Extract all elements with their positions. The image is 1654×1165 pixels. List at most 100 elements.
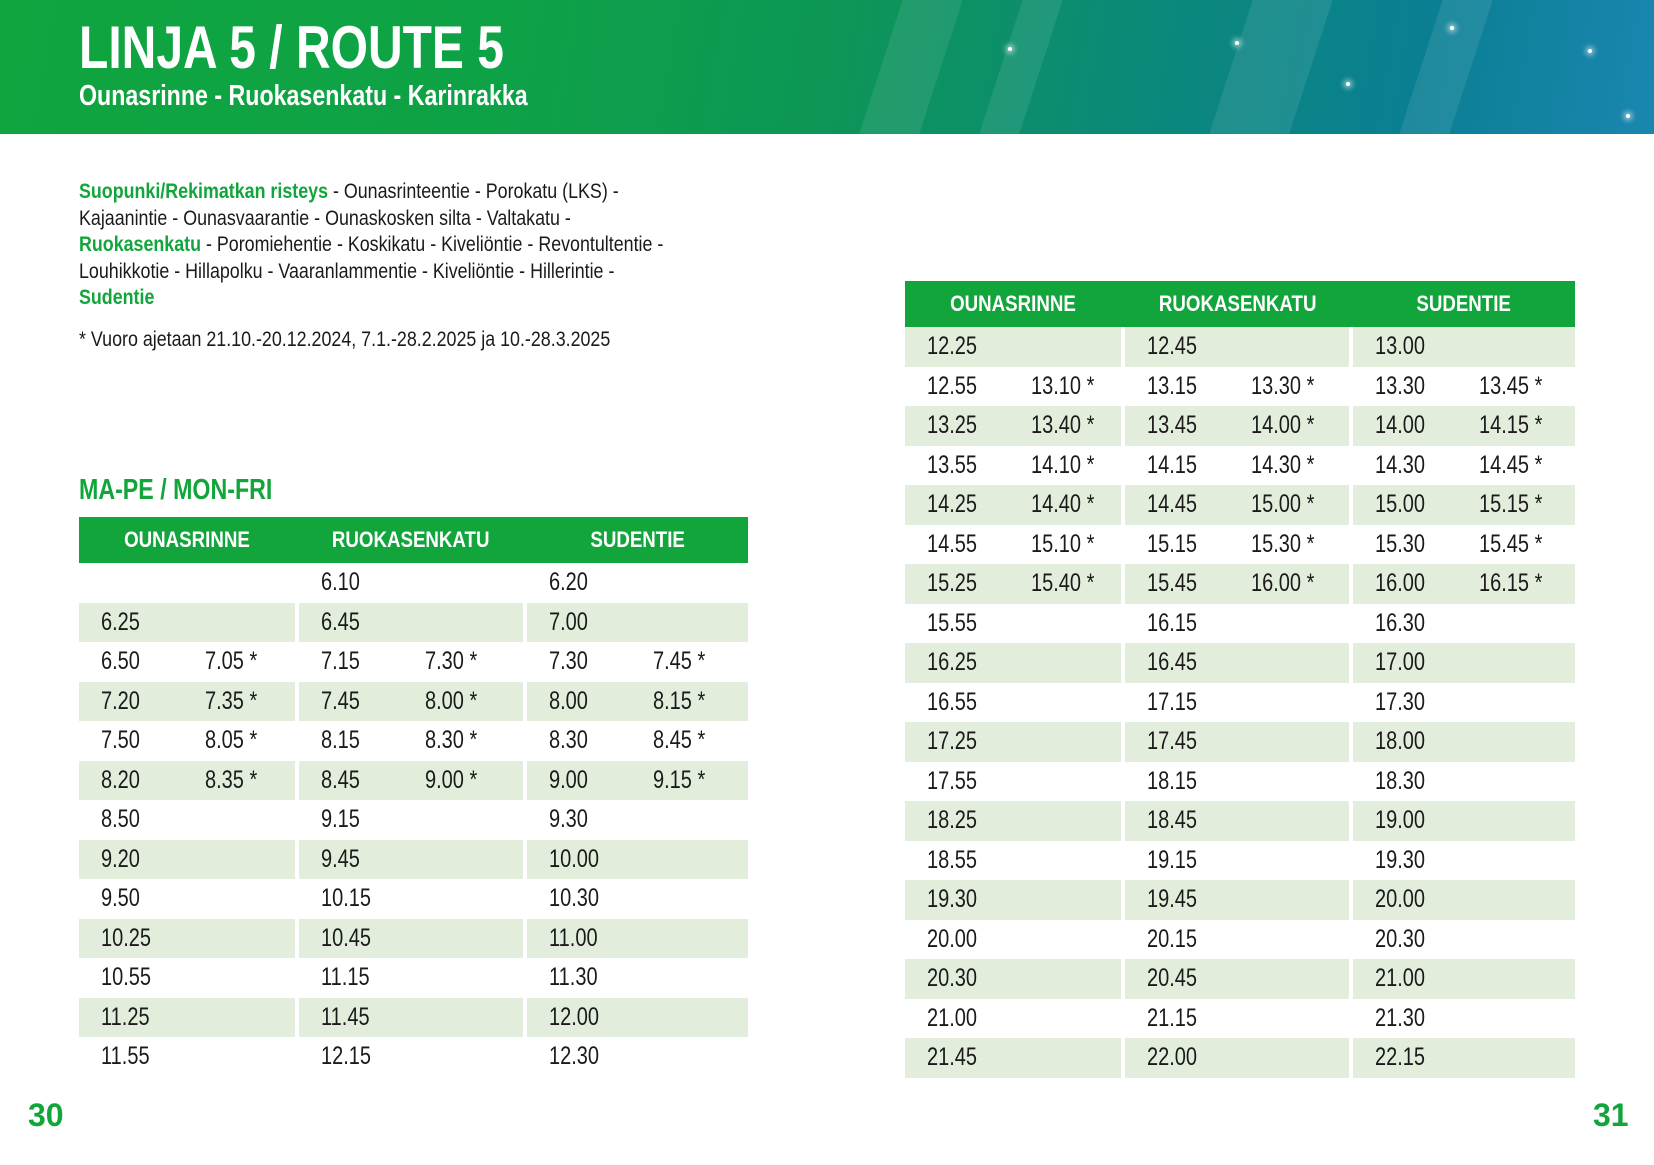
stop-cell: 13.00: [1353, 327, 1575, 367]
departure-time: 13.25: [927, 411, 978, 440]
stop-cell: 7.30 7.45 *: [527, 642, 748, 682]
stop-cell: 9.45: [299, 839, 523, 879]
table-row: 12.55 13.10 * 13.15 13.30 * 13.30 13.45 *: [905, 367, 1575, 407]
departure-time: 12.25: [927, 332, 978, 361]
column-header: SUDENTIE: [589, 527, 685, 552]
stop-cell: 18.00: [1353, 722, 1575, 762]
departure-time: 13.15: [1147, 371, 1198, 400]
departure-time: 12.15: [321, 1042, 372, 1071]
departure-time-seasonal: 15.10 *: [1031, 529, 1095, 558]
stop-cell: 18.30: [1353, 762, 1575, 802]
table-row: 11.25 11.45 12.00: [79, 997, 748, 1037]
departure-time: 14.30: [1375, 450, 1426, 479]
table-row: 21.00 21.15 21.30: [905, 999, 1575, 1039]
stop-cell: 10.15: [299, 879, 522, 919]
departure-time: 13.00: [1375, 332, 1426, 361]
departure-time: 16.25: [927, 648, 978, 677]
stop-cell: 21.00: [1353, 959, 1575, 999]
table-row: 18.55 19.15 19.30: [905, 841, 1575, 881]
departure-time-seasonal: 14.45 *: [1479, 450, 1543, 479]
stop-cell: 16.55: [905, 683, 1121, 723]
departure-time: 15.55: [927, 608, 978, 637]
departure-time: 19.45: [1147, 885, 1198, 914]
table-row: 17.25 17.45 18.00: [905, 722, 1575, 762]
departure-time: 7.15: [321, 647, 361, 676]
table-row: 9.50 10.15 10.30: [79, 879, 748, 919]
stop-cell: 15.15 15.30 *: [1125, 525, 1349, 565]
departure-time: 10.30: [548, 884, 599, 913]
stop-cell: 16.00 16.15 *: [1353, 564, 1575, 604]
departure-time: 13.30: [1375, 371, 1426, 400]
table-row: 7.50 8.05 * 8.15 8.30 * 8.30 8.45 *: [79, 721, 748, 761]
departure-time-seasonal: 14.00 *: [1251, 411, 1315, 440]
table-row: 18.25 18.45 19.00: [905, 801, 1575, 841]
stop-cell: 18.25: [905, 801, 1122, 841]
stop-cell: 16.30: [1353, 604, 1575, 644]
departure-time: 7.30: [548, 647, 588, 676]
stop-cell: 22.00: [1125, 1038, 1350, 1078]
departure-time-seasonal: 7.35 *: [205, 686, 258, 715]
stop-cell: 8.45 9.00 *: [299, 760, 523, 800]
departure-time: 19.30: [927, 885, 978, 914]
stop-cell: 21.00: [905, 999, 1121, 1039]
stop-cell: 14.25 14.40 *: [905, 485, 1122, 525]
stop-cell: 20.00: [1353, 880, 1575, 920]
light-ray: [1390, 0, 1500, 134]
column-header: RUOKASENKATU: [1158, 291, 1317, 316]
departure-time: 14.45: [1147, 490, 1198, 519]
departure-time-seasonal: 7.05 *: [205, 647, 258, 676]
stop-cell: 13.55 14.10 *: [905, 446, 1121, 486]
table-row: 9.20 9.45 10.00: [79, 839, 748, 879]
departure-time: 9.00: [548, 765, 588, 794]
stop-cell: 12.15: [299, 1037, 522, 1077]
departure-time: 9.30: [548, 805, 588, 834]
column-header: OUNASRINNE: [124, 527, 250, 552]
light-ray: [850, 0, 970, 134]
route-text: - Poromiehentie - Koskikatu - Kiveliönti…: [201, 233, 664, 256]
departure-time: 9.50: [101, 884, 140, 913]
stop-cell: 6.20: [527, 563, 748, 603]
departure-time: 19.00: [1375, 806, 1426, 835]
stop-cell: 14.15 14.30 *: [1125, 446, 1349, 486]
table-row: 8.20 8.35 * 8.45 9.00 * 9.00 9.15 *: [79, 760, 748, 800]
departure-time-seasonal: 8.05 *: [205, 726, 258, 755]
stop-cell: 13.45 14.00 *: [1125, 406, 1350, 446]
departure-time: 8.15: [321, 726, 361, 755]
departure-time: 17.45: [1147, 727, 1198, 756]
stop-cell: 13.15 13.30 *: [1125, 367, 1349, 407]
stop-cell: 13.30 13.45 *: [1353, 367, 1575, 407]
table-row: 8.50 9.15 9.30: [79, 800, 748, 840]
stop-cell: 12.30: [527, 1037, 748, 1077]
stop-cell: 7.45 8.00 *: [299, 681, 523, 721]
departure-time: 21.00: [1375, 964, 1426, 993]
stop-cell: 16.15: [1125, 604, 1349, 644]
departure-time: 6.20: [548, 568, 588, 597]
stop-cell: 19.30: [1353, 841, 1575, 881]
departure-time: 6.25: [101, 607, 140, 636]
table-row: 14.55 15.10 * 15.15 15.30 * 15.30 15.45 *: [905, 525, 1575, 565]
stop-cell: 12.25: [905, 327, 1122, 367]
departure-time: 13.55: [927, 450, 978, 479]
stop-cell: 12.55 13.10 *: [905, 367, 1121, 407]
departure-time: 16.00: [1375, 569, 1426, 598]
departure-time-seasonal: 8.15 *: [652, 686, 705, 715]
stop-cell: 6.45: [299, 602, 523, 642]
departure-time: 16.30: [1375, 608, 1426, 637]
stop-cell: [79, 563, 295, 603]
stop-cell: 15.45 16.00 *: [1125, 564, 1350, 604]
departure-time: 22.15: [1375, 1043, 1426, 1072]
departure-time: 14.00: [1375, 411, 1426, 440]
departure-time-seasonal: 13.45 *: [1479, 371, 1543, 400]
departure-time: 6.10: [321, 568, 361, 597]
table-row: 15.25 15.40 * 15.45 16.00 * 16.00 16.15 *: [905, 564, 1575, 604]
stop-cell: 21.45: [905, 1038, 1122, 1078]
stop-cell: 9.00 9.15 *: [526, 760, 748, 800]
table-row: 7.20 7.35 * 7.45 8.00 * 8.00 8.15 *: [79, 681, 748, 721]
stop-cell: 21.30: [1353, 999, 1575, 1039]
stop-cell: 11.25: [79, 997, 296, 1037]
departure-time: 11.30: [548, 963, 598, 992]
table-row: 10.55 11.15 11.30: [79, 958, 748, 998]
departure-time: 7.20: [101, 686, 140, 715]
departure-time: 20.15: [1147, 924, 1198, 953]
light-ray: [1200, 0, 1340, 134]
